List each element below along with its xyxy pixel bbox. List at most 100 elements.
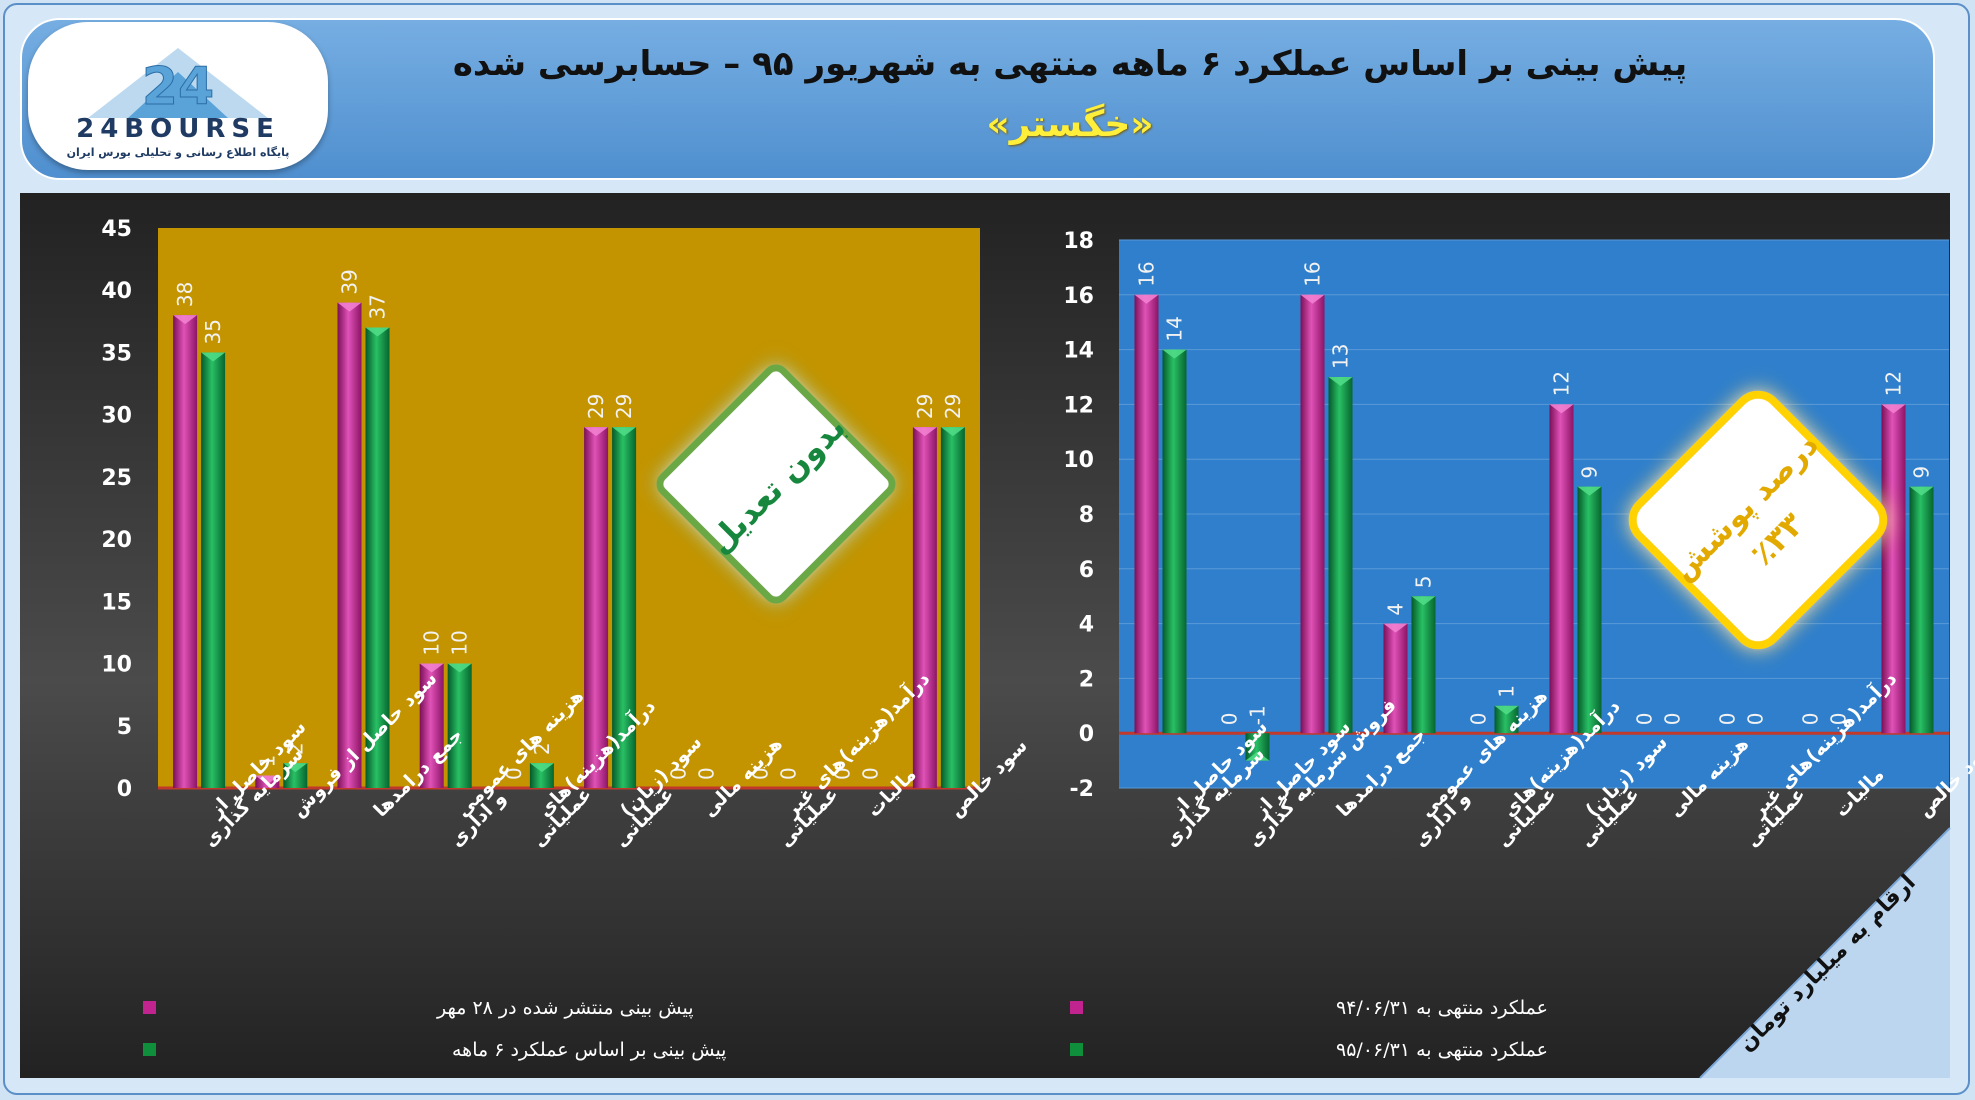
left-y-tick-label: 45 xyxy=(101,217,132,242)
right-data-label: 14 xyxy=(1163,316,1187,341)
left-data-label: 0 xyxy=(666,767,690,780)
right-bar-magenta xyxy=(1549,404,1574,734)
left-data-label: 39 xyxy=(338,269,362,294)
left-y-tick-label: 40 xyxy=(101,279,132,304)
left-badge: بدون تعدیل xyxy=(656,364,896,604)
left-y-axis: 0 5 10 15 20 25 30 35 40 45 xyxy=(101,217,132,802)
right-badge: درصد پوشش ٪۳۳ xyxy=(1628,390,1888,650)
left-data-label: 29 xyxy=(941,394,965,419)
right-bar-cap xyxy=(1549,404,1574,414)
right-bar-magenta xyxy=(1300,294,1325,734)
right-data-label: 4 xyxy=(1384,603,1408,616)
left-bar-cap xyxy=(337,302,362,312)
right-bar-green xyxy=(1577,486,1602,734)
logo-subtitle: پایگاه اطلاع رسانی و تحلیلی بورس ایران xyxy=(66,146,290,159)
right-y-tick-label: 6 xyxy=(1079,558,1094,583)
left-data-label: 2 xyxy=(530,742,554,755)
right-y-tick-label: 0 xyxy=(1079,722,1094,747)
left-legend-swatch-1 xyxy=(143,1001,156,1014)
right-data-label: 16 xyxy=(1301,261,1325,286)
page-title: پیش بینی بر اساس عملکرد ۶ ماهه منتهی به … xyxy=(452,44,1688,84)
right-bar-cap xyxy=(1494,705,1519,715)
right-y-tick-label: 2 xyxy=(1079,667,1094,692)
right-y-tick-label: 12 xyxy=(1063,393,1094,418)
right-bar-cap xyxy=(1411,596,1436,606)
logo: 24 24BOURSE پایگاه اطلاع رسانی و تحلیلی … xyxy=(28,22,328,170)
left-bar-cap xyxy=(283,763,308,773)
right-data-label: 12 xyxy=(1882,371,1906,396)
right-data-label: 0 xyxy=(1827,712,1851,725)
right-bar-cap xyxy=(1577,486,1602,496)
right-bar-cap xyxy=(1909,486,1934,496)
right-data-label: 13 xyxy=(1329,344,1353,369)
left-data-label: 38 xyxy=(173,282,197,307)
left-y-tick-label: 15 xyxy=(101,590,132,615)
right-data-label: 16 xyxy=(1135,261,1159,286)
left-data-label: 10 xyxy=(420,630,444,655)
left-bar-cap xyxy=(912,427,937,437)
left-data-label: 0 xyxy=(749,767,773,780)
left-bar-cap xyxy=(201,352,226,362)
right-y-axis: -2 0 2 4 6 8 10 12 14 16 18 xyxy=(1063,229,1094,802)
logo-mark-icon: 24 xyxy=(88,48,268,118)
left-bar-magenta xyxy=(584,427,609,788)
svg-text:24: 24 xyxy=(142,57,214,117)
right-data-label: 0 xyxy=(1744,712,1768,725)
right-bar-cap xyxy=(1134,294,1159,304)
right-bar-green xyxy=(1411,596,1436,734)
right-data-label: -1 xyxy=(1246,705,1270,725)
right-bar-green xyxy=(1328,377,1353,734)
right-bar-green xyxy=(1162,349,1187,734)
left-legend-label-2: پیش بینی بر اساس عملکرد ۶ ماهه xyxy=(452,1039,726,1061)
left-y-tick-label: 35 xyxy=(101,341,132,366)
left-bar-green xyxy=(447,663,472,788)
right-y-tick-label: 10 xyxy=(1063,448,1094,473)
left-bar-cap xyxy=(365,327,390,337)
right-y-tick-label: 16 xyxy=(1063,284,1094,309)
left-bar-green xyxy=(940,427,965,788)
left-data-label: 29 xyxy=(584,394,608,419)
left-data-label: 2 xyxy=(283,742,307,755)
left-data-label: 0 xyxy=(502,767,526,780)
left-bar-cap xyxy=(612,427,637,437)
left-bar-magenta xyxy=(912,427,937,788)
right-bar-magenta xyxy=(1881,404,1906,734)
left-bar-green xyxy=(365,327,390,788)
left-data-label: 10 xyxy=(448,630,472,655)
left-data-label: 1 xyxy=(255,755,279,768)
right-y-tick-label: -2 xyxy=(1070,777,1094,802)
left-data-label: 35 xyxy=(201,319,225,344)
right-data-label: 0 xyxy=(1467,712,1491,725)
right-legend-label-2: عملکرد منتهی به ۹۵/۰۶/۳۱ xyxy=(1336,1039,1548,1061)
left-bar-cap xyxy=(940,427,965,437)
header-bar xyxy=(20,18,1935,180)
left-data-label: 0 xyxy=(859,767,883,780)
right-bar-cap xyxy=(1383,623,1408,633)
right-data-label: 9 xyxy=(1578,466,1602,479)
right-bar-cap xyxy=(1245,751,1270,761)
right-data-label: 12 xyxy=(1550,371,1574,396)
left-data-label: 0 xyxy=(831,767,855,780)
right-data-label: 0 xyxy=(1633,712,1657,725)
left-bar-cap xyxy=(529,763,554,773)
left-data-label: 0 xyxy=(777,767,801,780)
right-bar-cap xyxy=(1300,294,1325,304)
left-bar-cap xyxy=(447,663,472,673)
right-data-label: 9 xyxy=(1910,466,1934,479)
right-data-label: 1 xyxy=(1495,685,1519,698)
right-data-label: 5 xyxy=(1412,575,1436,588)
right-data-label: 0 xyxy=(1218,712,1242,725)
right-bar-cap xyxy=(1328,377,1353,386)
right-bar-green xyxy=(1909,486,1934,734)
right-bar-magenta xyxy=(1383,623,1408,734)
left-legend-label-1: پیش بینی منتشر شده در ۲۸ مهر xyxy=(436,997,694,1019)
left-bar-magenta xyxy=(337,302,362,788)
right-legend-label-1: عملکرد منتهی به ۹۴/۰۶/۳۱ xyxy=(1336,997,1548,1019)
left-legend-swatch-2 xyxy=(143,1043,156,1056)
right-legend-swatch-1 xyxy=(1070,1001,1083,1014)
left-data-label: 29 xyxy=(913,394,937,419)
